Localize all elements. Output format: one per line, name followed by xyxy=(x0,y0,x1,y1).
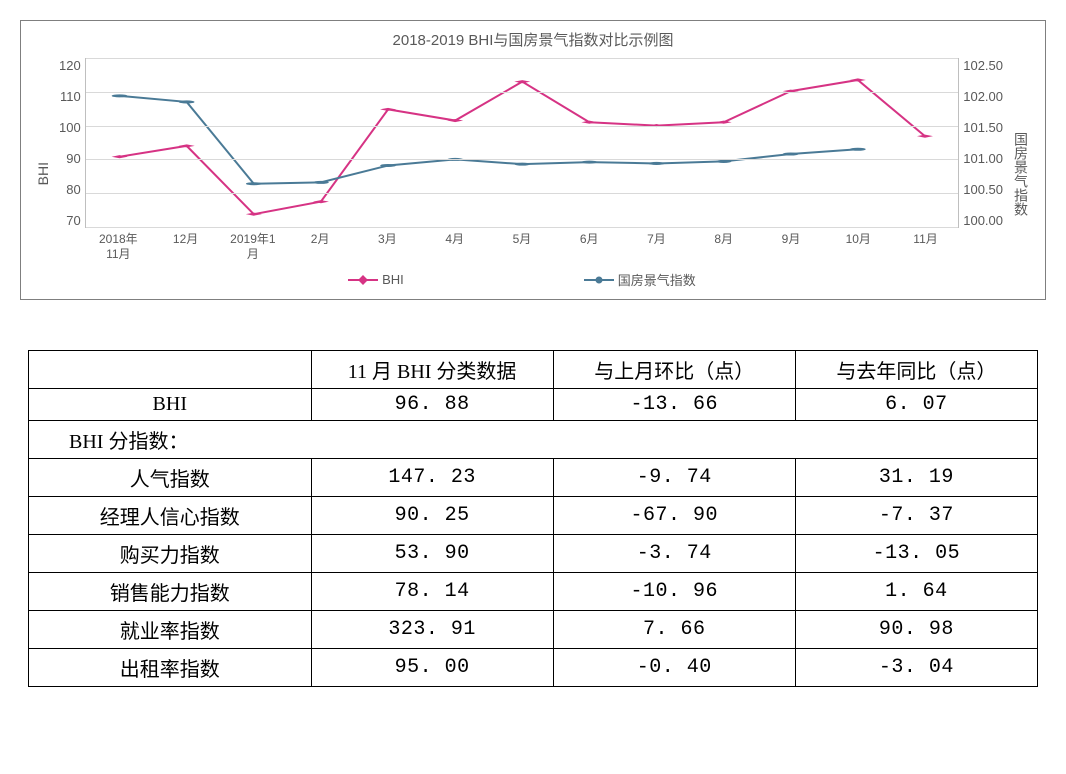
bhi-data-table: 11 月 BHI 分类数据与上月环比（点）与去年同比（点） BHI96. 88-… xyxy=(28,350,1038,687)
x-axis-ticks: 2018年 11月12月2019年1 月2月3月4月5月6月7月8月9月10月1… xyxy=(85,232,960,262)
series-line xyxy=(119,96,857,184)
row-label: 出租率指数 xyxy=(29,649,312,687)
series-marker xyxy=(179,100,195,103)
x-tick: 10月 xyxy=(825,232,892,262)
x-tick: 3月 xyxy=(354,232,421,262)
y-axis-right-label: 国房景气指数 xyxy=(1007,58,1035,289)
legend-item-bhi: BHI xyxy=(348,270,404,289)
cell-yoy: -13. 05 xyxy=(795,535,1037,573)
row-label: 就业率指数 xyxy=(29,611,312,649)
table-column-header: 与上月环比（点） xyxy=(553,351,795,389)
x-tick: 6月 xyxy=(556,232,623,262)
x-tick: 5月 xyxy=(488,232,555,262)
x-tick: 11月 xyxy=(892,232,959,262)
table-row: 购买力指数53. 90-3. 74-13. 05 xyxy=(29,535,1038,573)
series-marker xyxy=(917,135,933,138)
series-marker xyxy=(246,182,262,185)
cell-mom: -10. 96 xyxy=(553,573,795,611)
cell-yoy: -7. 37 xyxy=(795,497,1037,535)
legend-label-bhi: BHI xyxy=(382,272,404,287)
x-tick: 7月 xyxy=(623,232,690,262)
y-left-tick: 70 xyxy=(59,213,81,228)
table-column-header: 与去年同比（点） xyxy=(795,351,1037,389)
cell-mom: -13. 66 xyxy=(553,389,795,421)
x-tick: 2019年1 月 xyxy=(219,232,286,262)
table-row: 人气指数147. 23-9. 7431. 19 xyxy=(29,459,1038,497)
table-subheader: BHI 分指数： xyxy=(29,421,1038,459)
table-row: BHI96. 88-13. 666. 07 xyxy=(29,389,1038,421)
series-marker xyxy=(581,161,597,164)
chart-lines-svg xyxy=(86,58,959,227)
chart-legend: BHI 国房景气指数 xyxy=(85,270,960,289)
cell-mom: -9. 74 xyxy=(553,459,795,497)
y-left-tick: 120 xyxy=(59,58,81,73)
row-label: 购买力指数 xyxy=(29,535,312,573)
cell-value: 78. 14 xyxy=(311,573,553,611)
cell-mom: -0. 40 xyxy=(553,649,795,687)
table-row: 就业率指数323. 917. 6690. 98 xyxy=(29,611,1038,649)
table-row: 经理人信心指数90. 25-67. 90-7. 37 xyxy=(29,497,1038,535)
series-marker xyxy=(380,164,396,167)
cell-yoy: 31. 19 xyxy=(795,459,1037,497)
cell-mom: -3. 74 xyxy=(553,535,795,573)
legend-swatch-bhi xyxy=(348,279,378,281)
cell-value: 90. 25 xyxy=(311,497,553,535)
y-right-tick: 100.50 xyxy=(963,182,1003,197)
x-tick: 4月 xyxy=(421,232,488,262)
series-marker xyxy=(514,163,530,166)
y-axis-right-ticks: 102.50 102.00 101.50 101.00 100.50 100.00 xyxy=(959,58,1007,228)
y-axis-left-label: BHI xyxy=(31,58,55,289)
table-subheader-row: BHI 分指数： xyxy=(29,421,1038,459)
y-right-tick: 100.00 xyxy=(963,213,1003,228)
series-marker xyxy=(648,162,664,165)
legend-item-housing: 国房景气指数 xyxy=(584,270,696,289)
y-right-tick: 101.00 xyxy=(963,151,1003,166)
y-left-tick: 90 xyxy=(59,151,81,166)
table-column-header: 11 月 BHI 分类数据 xyxy=(311,351,553,389)
chart-body: BHI 120 110 100 90 80 70 2018年 11月12月2019年1 月… xyxy=(31,58,1035,289)
y-left-tick: 100 xyxy=(59,120,81,135)
y-right-tick: 102.50 xyxy=(963,58,1003,73)
y-left-tick: 110 xyxy=(59,89,81,104)
cell-value: 96. 88 xyxy=(311,389,553,421)
series-marker xyxy=(514,80,530,83)
x-tick: 2018年 11月 xyxy=(85,232,152,262)
cell-value: 323. 91 xyxy=(311,611,553,649)
cell-value: 53. 90 xyxy=(311,535,553,573)
row-label: 经理人信心指数 xyxy=(29,497,312,535)
series-marker xyxy=(850,148,866,151)
cell-value: 147. 23 xyxy=(311,459,553,497)
bhi-comparison-chart: 2018-2019 BHI与国房景气指数对比示例图 BHI 120 110 100 9… xyxy=(20,20,1046,300)
row-label: 人气指数 xyxy=(29,459,312,497)
chart-title: 2018-2019 BHI与国房景气指数对比示例图 xyxy=(31,29,1035,50)
legend-swatch-housing xyxy=(584,279,614,281)
table-row: 销售能力指数78. 14-10. 961. 64 xyxy=(29,573,1038,611)
x-tick: 12月 xyxy=(152,232,219,262)
cell-mom: -67. 90 xyxy=(553,497,795,535)
legend-label-housing: 国房景气指数 xyxy=(618,270,696,289)
cell-yoy: 6. 07 xyxy=(795,389,1037,421)
cell-yoy: 90. 98 xyxy=(795,611,1037,649)
series-marker xyxy=(313,181,329,184)
series-marker xyxy=(783,152,799,155)
y-right-tick: 102.00 xyxy=(963,89,1003,104)
cell-yoy: 1. 64 xyxy=(795,573,1037,611)
y-axis-left-ticks: 120 110 100 90 80 70 xyxy=(55,58,85,228)
y-left-tick: 80 xyxy=(59,182,81,197)
cell-value: 95. 00 xyxy=(311,649,553,687)
cell-yoy: -3. 04 xyxy=(795,649,1037,687)
cell-mom: 7. 66 xyxy=(553,611,795,649)
y-right-tick: 101.50 xyxy=(963,120,1003,135)
x-tick: 8月 xyxy=(690,232,757,262)
row-label: 销售能力指数 xyxy=(29,573,312,611)
table-row: 出租率指数95. 00-0. 40-3. 04 xyxy=(29,649,1038,687)
x-tick: 9月 xyxy=(757,232,824,262)
series-marker xyxy=(111,94,127,97)
table-header-row: 11 月 BHI 分类数据与上月环比（点）与去年同比（点） xyxy=(29,351,1038,389)
plot-area xyxy=(85,58,960,228)
row-label: BHI xyxy=(29,389,312,421)
x-tick: 2月 xyxy=(287,232,354,262)
table-column-header xyxy=(29,351,312,389)
table-body: BHI96. 88-13. 666. 07BHI 分指数：人气指数147. 23… xyxy=(29,389,1038,687)
